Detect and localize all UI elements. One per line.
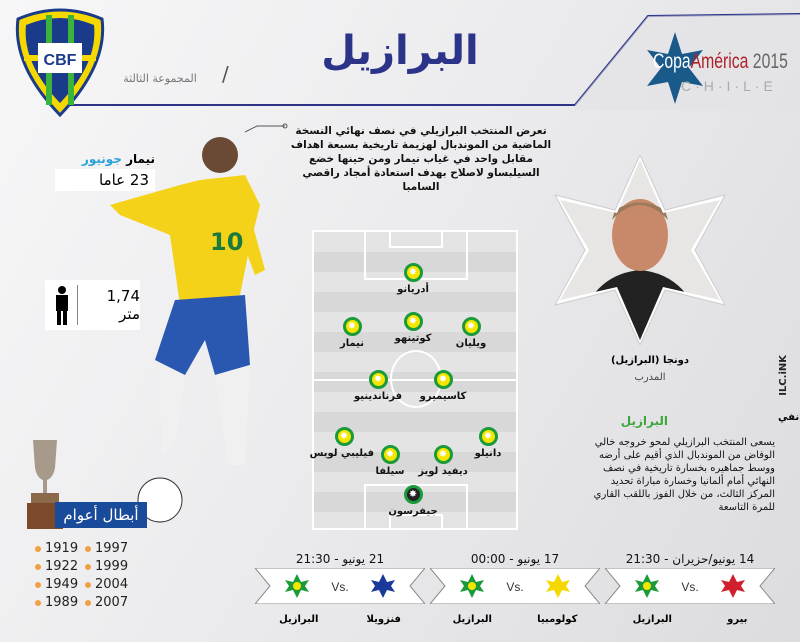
player-marker: ✸ سيلفا	[360, 445, 420, 477]
coach-name: دونجا (البرازيل)	[610, 355, 690, 366]
titles-years-col2: 1997 1999 2004 2007	[85, 540, 128, 612]
player-label: نيمار	[339, 338, 365, 349]
player-label: سيلفا	[375, 466, 405, 477]
opponent-flag-icon	[721, 574, 745, 598]
player-marker: ✸ جيفرسون	[383, 485, 443, 517]
player-label: فيليبي لويس	[309, 448, 374, 459]
copa-america-logo: CopaAmérica 2015 C·H·I·L·E	[645, 30, 795, 105]
coach-photo	[554, 155, 726, 345]
home-team: بيرو	[727, 614, 748, 625]
match-date: 17 يونيو - 00:00	[470, 552, 560, 566]
opponent-flag-icon	[371, 574, 395, 598]
summary-text: يسعى المنتخب البرازيلي لمحو خروجه خالي ا…	[593, 437, 775, 513]
divider: /	[222, 62, 229, 86]
player-label: ديفيد لويز	[418, 466, 468, 477]
away-team: البرازيل	[632, 614, 672, 625]
player-label: كوتينهو	[394, 333, 432, 344]
player-height: 1,74 متر	[106, 287, 140, 323]
match-card: 17 يونيو - 00:00 Vs. كولومبيا البرازيل	[428, 552, 602, 625]
player-label: فرناندينيو	[354, 391, 402, 402]
player-label: كاسيميرو	[419, 391, 467, 402]
player-star-icon: ✸	[403, 312, 423, 331]
svg-text:CBF: CBF	[44, 52, 77, 69]
credit-label: إنفي	[778, 412, 800, 423]
player-age: 23 عاما	[55, 169, 155, 191]
player-marker: ✸ أدريانو	[383, 263, 443, 295]
svg-text:Vs.: Vs.	[506, 580, 523, 594]
player-star-icon: ✸	[368, 370, 388, 389]
player-star-icon: ✸	[403, 263, 423, 282]
player-marker: ✸ كوتينهو	[383, 312, 443, 344]
player-label: جيفرسون	[388, 506, 438, 517]
match-ribbon: Vs.	[253, 567, 427, 605]
match-card: 14 يونيو/حزيران - 21:30 Vs. بيرو البرازيل	[603, 552, 777, 625]
match-card: 21 يونيو - 21:30 Vs. فنزويلا البرازيل	[253, 552, 427, 625]
summary-heading: البرازيل	[620, 414, 668, 428]
person-icon	[56, 286, 68, 325]
player-star-icon: ✸	[478, 427, 498, 446]
player-star-icon: ✸	[342, 317, 362, 336]
height-box: 1,74 متر	[45, 280, 140, 330]
player-photo: 10	[110, 137, 265, 523]
match-ribbon: Vs.	[603, 567, 777, 605]
titles-heading: أبطال أعوام	[55, 502, 147, 528]
player-info: نيمار جونيور 23 عاما	[55, 152, 155, 191]
intro-text: تعرض المنتخب البرازيلي في نصف نهائي النس…	[290, 125, 552, 193]
match-date: 14 يونيو/حزيران - 21:30	[625, 552, 755, 566]
svg-text:Vs.: Vs.	[681, 580, 698, 594]
player-star-icon: ✸	[334, 427, 354, 446]
player-star-icon: ✸	[380, 445, 400, 464]
page-title: البرازيل	[321, 28, 479, 74]
group-label: المجموعة الثالثة	[123, 72, 197, 85]
star-icon	[647, 32, 703, 104]
player-label: دانيلو	[474, 448, 502, 459]
player-marker: ✸ نيمار	[322, 317, 382, 349]
opponent-flag-icon	[546, 574, 570, 598]
callout-line	[245, 123, 288, 133]
home-team: فنزويلا	[366, 614, 401, 625]
coach-role: المدرب	[634, 372, 666, 383]
svg-text:Vs.: Vs.	[331, 580, 348, 594]
player-star-icon: ✸	[461, 317, 481, 336]
player-star-icon: ✸	[433, 370, 453, 389]
credit-logo: ILC.iNK	[778, 355, 789, 396]
player-marker: ✸ فيليبي لويس	[309, 427, 374, 459]
player-marker: ✸ دانيلو	[458, 427, 518, 459]
player-label: أدريانو	[397, 284, 429, 295]
player-star-icon: ✸	[403, 485, 423, 504]
home-team: كولومبيا	[537, 614, 578, 625]
player-marker: ✸ فرناندينيو	[348, 370, 408, 402]
player-star-icon: ✸	[433, 445, 453, 464]
match-date: 21 يونيو - 21:30	[295, 552, 385, 566]
away-team: البرازيل	[452, 614, 492, 625]
player-marker: ✸ ديفيد لويز	[413, 445, 473, 477]
svg-text:10: 10	[210, 228, 243, 256]
away-team: البرازيل	[279, 614, 319, 625]
player-label: ويليان	[455, 338, 487, 349]
cbf-logo: CBF	[15, 8, 105, 117]
player-marker: ✸ ويليان	[441, 317, 501, 349]
titles-years-col1: 1919 1922 1949 1989	[35, 540, 78, 612]
match-ribbon: Vs.	[428, 567, 602, 605]
player-marker: ✸ كاسيميرو	[413, 370, 473, 402]
player-name: نيمار جونيور	[81, 152, 155, 166]
